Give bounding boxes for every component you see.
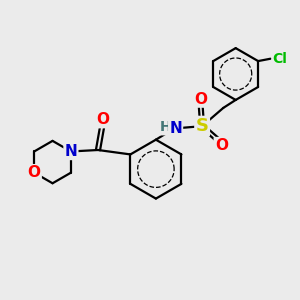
Text: O: O: [194, 92, 207, 106]
Text: S: S: [196, 117, 208, 135]
Text: N: N: [169, 121, 182, 136]
Text: O: O: [28, 165, 41, 180]
Text: N: N: [64, 144, 77, 159]
Text: H: H: [160, 120, 172, 134]
Text: O: O: [215, 138, 228, 153]
Text: O: O: [96, 112, 109, 127]
Text: Cl: Cl: [272, 52, 287, 66]
